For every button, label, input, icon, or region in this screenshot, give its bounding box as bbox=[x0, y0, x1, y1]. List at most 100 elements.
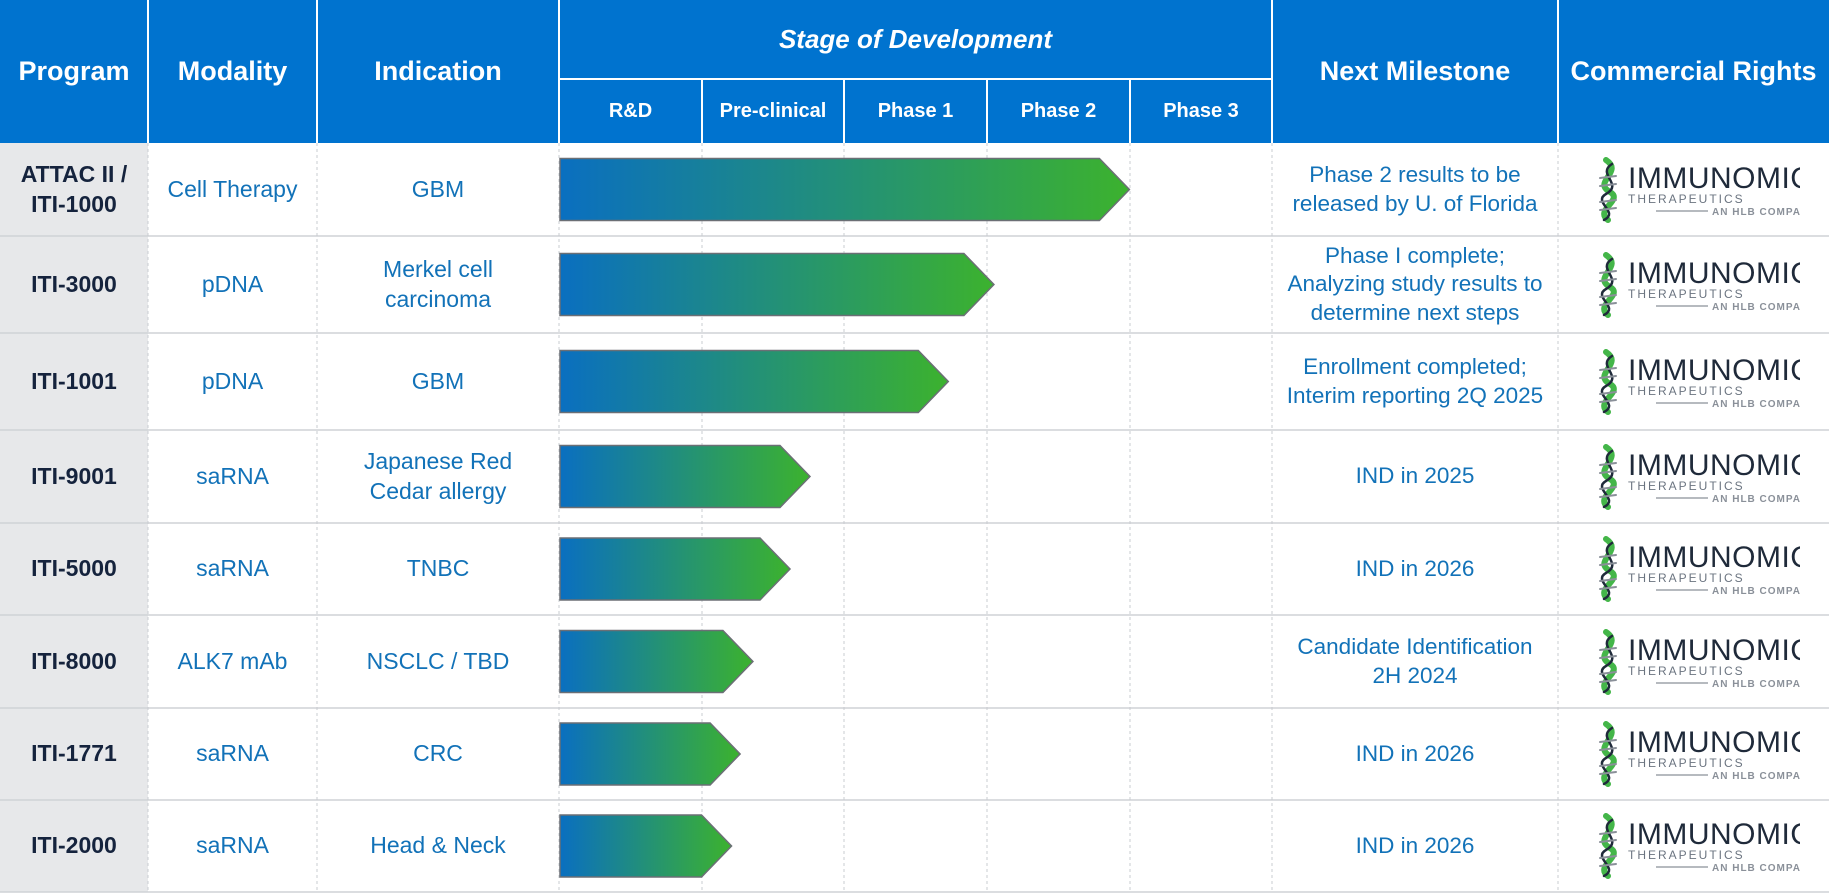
logo-subtitle: THERAPEUTICS bbox=[1628, 756, 1745, 770]
modality-label: saRNA bbox=[196, 832, 269, 859]
indication-label: Merkel cell carcinoma bbox=[383, 255, 493, 312]
progress-bar-iti-1001 bbox=[559, 349, 950, 414]
program-name: ITI-5000 bbox=[31, 555, 117, 582]
dna-helix-icon bbox=[1599, 536, 1617, 602]
indication-label: TNBC bbox=[406, 555, 470, 582]
progress-bar-attac-ii-iti-1000 bbox=[559, 157, 1131, 222]
program-name: ITI-9001 bbox=[31, 462, 117, 489]
header-next-milestone: Next Milestone bbox=[1319, 56, 1511, 86]
milestone-text: Phase I complete; Analyzing study result… bbox=[1287, 242, 1543, 325]
modality-label: Cell Therapy bbox=[167, 175, 298, 202]
progress-bar-iti-2000 bbox=[559, 814, 733, 878]
logo-subtitle: THERAPEUTICS bbox=[1628, 287, 1745, 301]
logo-tagline: AN HLB COMPANY bbox=[1712, 863, 1800, 874]
logo-name: IMMUNOMIC bbox=[1628, 162, 1800, 195]
milestone-text: Phase 2 results to be released by U. of … bbox=[1292, 161, 1538, 216]
logo-subtitle: THERAPEUTICS bbox=[1628, 192, 1745, 206]
modality-label: saRNA bbox=[196, 740, 269, 767]
logo-name: IMMUNOMIC bbox=[1628, 257, 1800, 290]
progress-bar-iti-3000 bbox=[559, 252, 995, 317]
indication-label: CRC bbox=[413, 740, 463, 767]
logo-tagline: AN HLB COMPANY bbox=[1712, 586, 1800, 597]
milestone-text: IND in 2026 bbox=[1355, 555, 1475, 581]
header-indication: Indication bbox=[374, 56, 502, 86]
logo-subtitle: THERAPEUTICS bbox=[1628, 848, 1745, 862]
program-cell-background bbox=[0, 236, 148, 333]
logo-tagline: AN HLB COMPANY bbox=[1712, 207, 1800, 218]
header-stage-phase-2: Phase 2 bbox=[1020, 99, 1097, 122]
header-stage-of-development: Stage of Development bbox=[778, 24, 1053, 54]
milestone-text: Candidate Identification 2H 2024 bbox=[1297, 633, 1533, 688]
logo-name: IMMUNOMIC bbox=[1628, 354, 1800, 387]
milestone-text: IND in 2026 bbox=[1355, 740, 1475, 766]
dna-helix-icon bbox=[1599, 443, 1617, 510]
modality-label: pDNA bbox=[201, 367, 264, 394]
header-stage-phase-3: Phase 3 bbox=[1163, 99, 1239, 122]
header-modality: Modality bbox=[177, 56, 288, 86]
program-cell-background bbox=[0, 333, 148, 430]
program-cell-background bbox=[0, 800, 148, 892]
indication-label: GBM bbox=[411, 367, 465, 394]
program-name: ATTAC II / ITI-1000 bbox=[20, 160, 128, 217]
header-background bbox=[0, 0, 1829, 143]
indication-label: GBM bbox=[411, 175, 465, 202]
logo-tagline: AN HLB COMPANY bbox=[1712, 679, 1800, 690]
dna-helix-icon bbox=[1599, 251, 1617, 318]
logo-tagline: AN HLB COMPANY bbox=[1712, 494, 1800, 505]
logo-name: IMMUNOMIC bbox=[1628, 541, 1800, 574]
progress-bar-iti-8000 bbox=[559, 629, 754, 694]
program-name: ITI-3000 bbox=[31, 270, 117, 297]
logo-tagline: AN HLB COMPANY bbox=[1712, 771, 1800, 782]
progress-bar-iti-5000 bbox=[559, 537, 792, 601]
dna-helix-icon bbox=[1599, 721, 1617, 787]
logo-subtitle: THERAPEUTICS bbox=[1628, 384, 1745, 398]
program-cell-background bbox=[0, 708, 148, 800]
modality-label: pDNA bbox=[201, 270, 264, 297]
logo-name: IMMUNOMIC bbox=[1628, 726, 1800, 759]
logo-tagline: AN HLB COMPANY bbox=[1712, 302, 1800, 313]
program-cell-background bbox=[0, 430, 148, 523]
indication-label: Head & Neck bbox=[370, 832, 506, 859]
program-cell-background bbox=[0, 523, 148, 615]
modality-label: saRNA bbox=[196, 555, 269, 582]
logo-subtitle: THERAPEUTICS bbox=[1628, 571, 1745, 585]
header-stage-phase-1: Phase 1 bbox=[877, 99, 954, 122]
logo-tagline: AN HLB COMPANY bbox=[1712, 399, 1800, 410]
indication-label: NSCLC / TBD bbox=[366, 647, 510, 674]
program-name: ITI-1001 bbox=[31, 367, 117, 394]
logo-subtitle: THERAPEUTICS bbox=[1628, 664, 1745, 678]
dna-helix-icon bbox=[1599, 156, 1617, 223]
milestone-text: IND in 2025 bbox=[1355, 463, 1475, 489]
dna-helix-icon bbox=[1599, 628, 1617, 695]
progress-bar-iti-1771 bbox=[559, 722, 742, 786]
header-stage-pre-clinical: Pre-clinical bbox=[719, 99, 827, 122]
program-name: ITI-2000 bbox=[31, 832, 117, 859]
header-commercial-rights: Commercial Rights bbox=[1570, 56, 1817, 86]
dna-helix-icon bbox=[1599, 348, 1617, 415]
indication-label: Japanese Red Cedar allergy bbox=[363, 447, 513, 504]
logo-name: IMMUNOMIC bbox=[1628, 634, 1800, 667]
modality-label: ALK7 mAb bbox=[177, 647, 288, 674]
header-stage-r-d: R&D bbox=[608, 99, 653, 122]
logo-name: IMMUNOMIC bbox=[1628, 818, 1800, 851]
program-cell-background bbox=[0, 615, 148, 708]
program-name: ITI-1771 bbox=[31, 740, 117, 767]
milestone-text: Enrollment completed; Interim reporting … bbox=[1286, 353, 1544, 408]
program-name: ITI-8000 bbox=[31, 647, 117, 674]
dna-helix-icon bbox=[1599, 813, 1617, 879]
logo-name: IMMUNOMIC bbox=[1628, 449, 1800, 482]
modality-label: saRNA bbox=[196, 462, 269, 489]
program-cell-background bbox=[0, 143, 148, 236]
header-program: Program bbox=[18, 56, 130, 86]
logo-subtitle: THERAPEUTICS bbox=[1628, 479, 1745, 493]
